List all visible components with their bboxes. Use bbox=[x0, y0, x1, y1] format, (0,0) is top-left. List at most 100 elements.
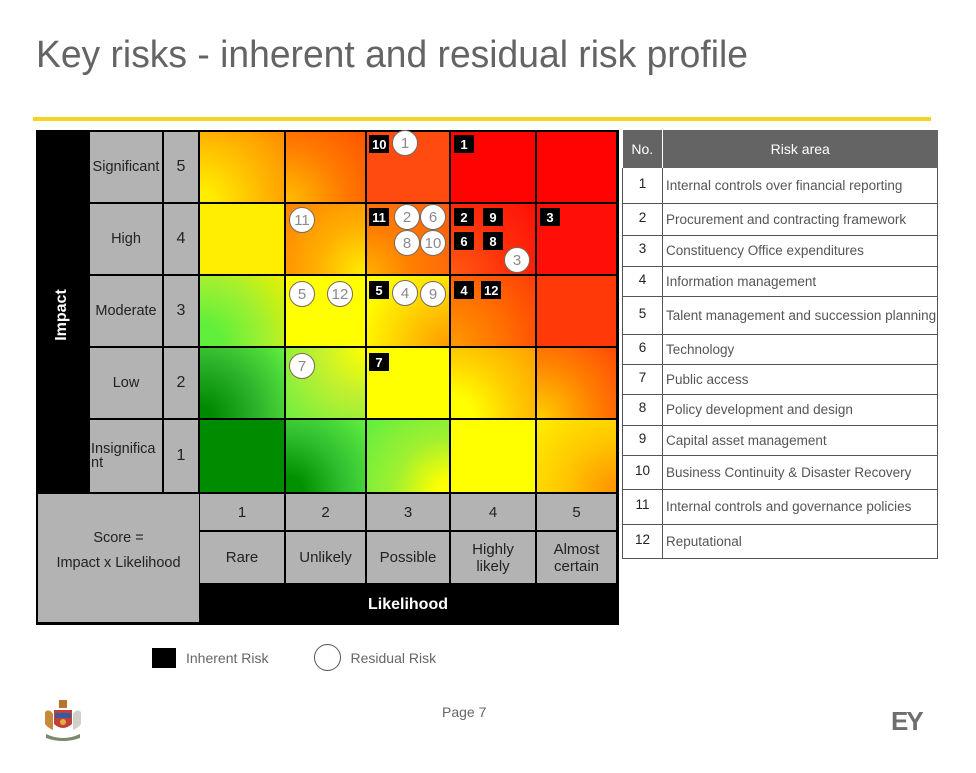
ey-logo: EY bbox=[891, 706, 924, 736]
inherent-risk-marker: 10 bbox=[369, 135, 390, 153]
impact-row-label-2: Low bbox=[90, 348, 162, 418]
table-row: 4 Information management bbox=[622, 266, 938, 297]
impact-row-value-1: 1 bbox=[164, 420, 198, 492]
risk-number: 2 bbox=[622, 203, 663, 236]
inherent-risk-marker: 4 bbox=[454, 281, 474, 299]
inherent-risk-marker: 1 bbox=[454, 135, 474, 153]
heat-cell-i5-l2 bbox=[286, 132, 365, 202]
table-row: 12 Reputational bbox=[622, 524, 938, 559]
score-formula-box: Score = Impact x Likelihood bbox=[38, 494, 199, 622]
yellow-divider bbox=[33, 117, 931, 121]
impact-row-value-5: 5 bbox=[164, 132, 198, 202]
impact-row-value-2: 2 bbox=[164, 348, 198, 418]
risk-number: 8 bbox=[622, 394, 663, 426]
likelihood-col-value-2: 2 bbox=[286, 494, 365, 530]
heat-cell-i1-l2 bbox=[286, 420, 365, 492]
heat-cell-i5-l5 bbox=[537, 132, 616, 202]
table-row: 8 Policy development and design bbox=[622, 394, 938, 426]
impact-axis-bar: Impact bbox=[36, 130, 88, 492]
heat-cell-i4-l1 bbox=[200, 204, 284, 274]
table-row: 10 Business Continuity & Disaster Recover… bbox=[622, 455, 938, 490]
score-line-2: Impact x Likelihood bbox=[56, 555, 181, 571]
inherent-risk-swatch-icon bbox=[152, 647, 176, 668]
column-header-risk-area: Risk area bbox=[662, 130, 938, 168]
risk-number: 3 bbox=[622, 235, 663, 267]
impact-row-value-4: 4 bbox=[164, 204, 198, 274]
residual-risk-marker: 4 bbox=[392, 280, 418, 306]
risk-area: Reputational bbox=[662, 524, 938, 559]
table-row: 7 Public access bbox=[622, 364, 938, 395]
page-title: Key risks - inherent and residual risk p… bbox=[36, 34, 749, 76]
inherent-risk-marker: 8 bbox=[483, 232, 503, 250]
risk-area: Public access bbox=[662, 364, 938, 395]
impact-row-value-3: 3 bbox=[164, 276, 198, 346]
residual-risk-marker: 12 bbox=[327, 281, 353, 307]
inherent-risk-marker: 9 bbox=[483, 208, 503, 226]
risk-number: 6 bbox=[622, 334, 663, 365]
inherent-risk-marker: 6 bbox=[454, 232, 474, 250]
residual-risk-swatch-icon bbox=[314, 644, 342, 671]
risk-area: Capital asset management bbox=[662, 425, 938, 456]
heat-cell-i1-l5 bbox=[537, 420, 616, 492]
risk-area: Information management bbox=[662, 266, 938, 297]
likelihood-col-value-5: 5 bbox=[537, 494, 616, 530]
likelihood-col-label-3: Possible bbox=[367, 532, 449, 583]
risk-number: 5 bbox=[622, 296, 663, 335]
residual-risk-marker: 9 bbox=[420, 281, 446, 307]
risk-area: Talent management and succession plannin… bbox=[662, 296, 938, 335]
likelihood-col-label-5: Almost certain bbox=[537, 532, 616, 583]
heat-cell-i2-l5 bbox=[537, 348, 616, 418]
risk-area: Internal controls and governance policie… bbox=[662, 489, 938, 525]
impact-row-label-1: Insignificant bbox=[90, 420, 162, 492]
inherent-risk-marker: 11 bbox=[369, 208, 389, 226]
heat-cell-i1-l1 bbox=[200, 420, 284, 492]
page-number: Page 7 bbox=[442, 704, 487, 720]
impact-row-label-3: Moderate bbox=[90, 276, 162, 346]
heat-cell-i2-l4 bbox=[451, 348, 535, 418]
heat-cell-i1-l3 bbox=[367, 420, 449, 492]
table-row: 9 Capital asset management bbox=[622, 425, 938, 456]
column-header-no: No. bbox=[622, 130, 663, 168]
risk-number: 11 bbox=[622, 489, 663, 525]
table-row: 6 Technology bbox=[622, 334, 938, 365]
residual-risk-marker: 5 bbox=[289, 281, 315, 307]
risk-area: Internal controls over financial reporti… bbox=[662, 168, 938, 204]
inherent-risk-marker: 12 bbox=[481, 281, 502, 299]
table-row: 11 Internal controls and governance polic… bbox=[622, 489, 938, 525]
heat-cell-i3-l5 bbox=[537, 276, 616, 346]
inherent-risk-marker: 3 bbox=[540, 208, 560, 226]
risk-area: Procurement and contracting framework bbox=[662, 203, 938, 236]
legend: Inherent Risk Residual Risk bbox=[152, 644, 436, 671]
table-row: 1 Internal controls over financial report… bbox=[622, 168, 938, 204]
likelihood-col-label-1: Rare bbox=[200, 532, 284, 583]
inherent-risk-marker: 7 bbox=[369, 353, 389, 371]
inherent-risk-marker: 2 bbox=[454, 208, 474, 226]
risk-heat-map: Impact Significant 5 High 4 Moderate 3 L… bbox=[36, 130, 619, 625]
score-line-1: Score = bbox=[93, 530, 144, 546]
risk-area: Constituency Office expenditures bbox=[662, 235, 938, 267]
likelihood-col-value-4: 4 bbox=[451, 494, 535, 530]
inherent-risk-marker: 5 bbox=[369, 281, 389, 299]
residual-risk-marker: 1 bbox=[392, 130, 418, 156]
residual-risk-marker: 2 bbox=[394, 204, 420, 230]
impact-row-label-4: High bbox=[90, 204, 162, 274]
likelihood-col-value-3: 3 bbox=[367, 494, 449, 530]
residual-risk-marker: 7 bbox=[289, 353, 315, 379]
residual-risk-marker: 10 bbox=[420, 230, 446, 256]
heat-cell-i2-l1 bbox=[200, 348, 284, 418]
residual-risk-marker: 8 bbox=[394, 230, 420, 256]
risk-area-table: No. Risk area 1 Internal controls over fi… bbox=[622, 130, 938, 559]
risk-number: 10 bbox=[622, 455, 663, 490]
table-row: 2 Procurement and contracting framework bbox=[622, 203, 938, 236]
legend-inherent-label: Inherent Risk bbox=[186, 649, 269, 666]
likelihood-col-label-2: Unlikely bbox=[286, 532, 365, 583]
table-row: 3 Constituency Office expenditures bbox=[622, 235, 938, 267]
risk-area: Policy development and design bbox=[662, 394, 938, 426]
likelihood-col-value-1: 1 bbox=[200, 494, 284, 530]
impact-axis-label: Impact bbox=[53, 289, 70, 341]
residual-risk-marker: 11 bbox=[289, 207, 315, 233]
table-row: 5 Talent management and succession planni… bbox=[622, 296, 938, 335]
impact-row-label-5: Significant bbox=[90, 132, 162, 202]
risk-area: Technology bbox=[662, 334, 938, 365]
heat-cell-i3-l1 bbox=[200, 276, 284, 346]
